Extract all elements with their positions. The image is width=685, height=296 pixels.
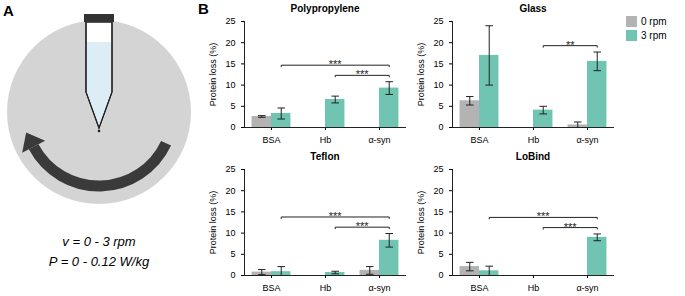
svg-text:Protein loss (%): Protein loss (%) (416, 191, 426, 255)
svg-text:25: 25 (225, 164, 235, 174)
svg-text:25: 25 (433, 164, 443, 174)
svg-text:25: 25 (225, 16, 235, 26)
svg-text:0: 0 (438, 270, 443, 280)
svg-text:20: 20 (433, 38, 443, 48)
svg-text:Protein loss (%): Protein loss (%) (208, 43, 218, 107)
svg-text:BSA: BSA (262, 283, 280, 293)
html-text:0 rpm: 0 rpm (641, 16, 667, 27)
svg-text:***: *** (356, 68, 370, 80)
svg-text:α-syn: α-syn (576, 283, 598, 293)
svg-text:15: 15 (225, 207, 235, 217)
svg-text:α-syn: α-syn (576, 135, 598, 145)
svg-text:BSA: BSA (470, 135, 488, 145)
svg-text:**: ** (566, 39, 575, 51)
svg-text:20: 20 (225, 186, 235, 196)
svg-text:***: *** (564, 221, 578, 233)
svg-text:0: 0 (230, 122, 235, 132)
svg-text:BSA: BSA (262, 135, 280, 145)
svg-text:20: 20 (225, 38, 235, 48)
svg-text:Hb: Hb (528, 135, 540, 145)
svg-text:α-syn: α-syn (368, 283, 390, 293)
html-text:B: B (198, 0, 209, 17)
svg-text:Hb: Hb (320, 283, 332, 293)
svg-text:10: 10 (225, 228, 235, 238)
svg-text:5: 5 (230, 101, 235, 111)
svg-text:10: 10 (433, 228, 443, 238)
svg-text:v = 0 - 3 rpm: v = 0 - 3 rpm (62, 234, 135, 249)
svg-text:Protein loss (%): Protein loss (%) (416, 43, 426, 107)
svg-text:***: *** (329, 58, 343, 70)
svg-text:Hb: Hb (528, 283, 540, 293)
svg-text:20: 20 (433, 186, 443, 196)
svg-text:Hb: Hb (320, 135, 332, 145)
svg-text:5: 5 (438, 101, 443, 111)
html-text:3 rpm: 3 rpm (641, 30, 667, 41)
svg-text:10: 10 (225, 80, 235, 90)
svg-text:5: 5 (230, 249, 235, 259)
svg-text:10: 10 (433, 80, 443, 90)
svg-text:5: 5 (438, 249, 443, 259)
html-text:Teflon: Teflon (310, 151, 340, 162)
svg-text:0: 0 (230, 270, 235, 280)
svg-text:BSA: BSA (470, 283, 488, 293)
html-text:Glass: Glass (519, 3, 547, 14)
svg-text:***: *** (329, 210, 343, 222)
svg-text:Protein loss (%): Protein loss (%) (208, 191, 218, 255)
html-text:Polypropylene: Polypropylene (290, 3, 360, 14)
svg-text:15: 15 (433, 207, 443, 217)
svg-text:25: 25 (433, 16, 443, 26)
svg-text:α-syn: α-syn (368, 135, 390, 145)
svg-text:***: *** (537, 210, 551, 222)
svg-text:P = 0 - 0.12 W/kg: P = 0 - 0.12 W/kg (49, 254, 150, 269)
svg-text:A: A (3, 2, 14, 19)
svg-text:0: 0 (438, 122, 443, 132)
svg-text:***: *** (356, 220, 370, 232)
html-text:LoBind: LoBind (515, 151, 551, 162)
svg-text:15: 15 (225, 59, 235, 69)
svg-text:15: 15 (433, 59, 443, 69)
